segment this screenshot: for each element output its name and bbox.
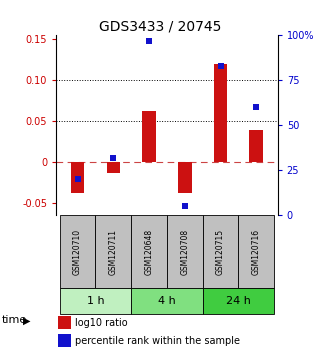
Bar bbox=[60, 288, 131, 314]
Bar bbox=[239, 216, 274, 288]
Text: GSM120710: GSM120710 bbox=[73, 229, 82, 275]
Bar bbox=[107, 162, 120, 173]
Text: percentile rank within the sample: percentile rank within the sample bbox=[75, 336, 240, 346]
Bar bbox=[131, 288, 203, 314]
Point bbox=[146, 38, 152, 44]
Text: 1 h: 1 h bbox=[87, 296, 104, 306]
Bar bbox=[60, 216, 95, 288]
Point bbox=[111, 155, 116, 161]
Point bbox=[218, 63, 223, 69]
Point bbox=[254, 104, 259, 110]
Text: GSM120708: GSM120708 bbox=[180, 229, 189, 275]
Text: GDS3433 / 20745: GDS3433 / 20745 bbox=[99, 19, 222, 34]
Text: 24 h: 24 h bbox=[226, 296, 251, 306]
Bar bbox=[58, 316, 71, 329]
Bar bbox=[58, 334, 71, 347]
Bar bbox=[178, 162, 192, 193]
Bar bbox=[167, 216, 203, 288]
Text: GSM120648: GSM120648 bbox=[144, 229, 153, 275]
Text: GSM120715: GSM120715 bbox=[216, 229, 225, 275]
Bar bbox=[203, 216, 239, 288]
Text: ▶: ▶ bbox=[23, 315, 31, 325]
Bar bbox=[142, 111, 156, 162]
Bar bbox=[71, 162, 84, 193]
Text: 4 h: 4 h bbox=[158, 296, 176, 306]
Point bbox=[182, 203, 187, 209]
Bar bbox=[249, 130, 263, 162]
Text: GSM120716: GSM120716 bbox=[252, 229, 261, 275]
Bar bbox=[131, 216, 167, 288]
Bar bbox=[203, 288, 274, 314]
Text: GSM120711: GSM120711 bbox=[109, 229, 118, 275]
Text: log10 ratio: log10 ratio bbox=[75, 318, 128, 327]
Point bbox=[75, 177, 80, 182]
Bar bbox=[95, 216, 131, 288]
Bar bbox=[214, 64, 227, 162]
Text: time: time bbox=[2, 315, 27, 325]
